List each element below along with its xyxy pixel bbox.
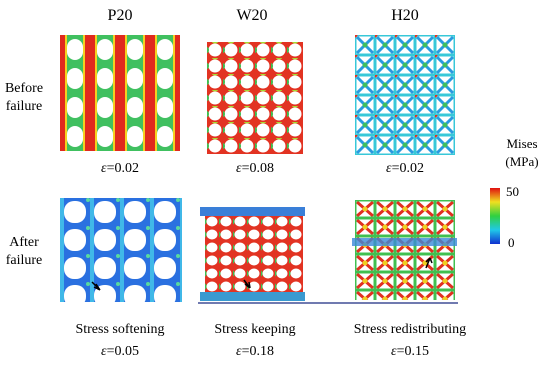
text-part: ε — [101, 344, 107, 359]
arrow — [91, 281, 101, 291]
strain-label: ε=0.05 — [101, 344, 139, 359]
text-part: ε — [391, 344, 397, 359]
text-part: =0.15 — [397, 344, 429, 359]
lattice-h20-after — [355, 200, 455, 300]
strain-label: ε=0.15 — [391, 344, 429, 359]
lattice-h20-before — [355, 35, 455, 155]
arrow — [425, 257, 433, 269]
strain-label: ε=0.08 — [236, 161, 274, 176]
text-part: ε — [236, 161, 242, 176]
crushed-band — [200, 292, 305, 301]
note: Stress redistributing — [354, 322, 466, 337]
text-part: =0.05 — [107, 344, 139, 359]
note: Stress keeping — [214, 322, 295, 337]
note: Stress softening — [75, 322, 164, 337]
colorbar-title: Mises — [506, 136, 537, 151]
row-label: Before — [5, 81, 43, 96]
text-part: =0.08 — [242, 161, 274, 176]
text-part: ε — [386, 161, 392, 176]
text-part: ε — [236, 344, 242, 359]
column-title: P20 — [108, 7, 133, 24]
colorbar-max: 50 — [506, 184, 519, 199]
lattice-p20-before — [60, 35, 180, 151]
colorbar-title: (MPa) — [505, 154, 538, 169]
lattice-w20-after — [205, 215, 303, 293]
colorbar-min: 0 — [508, 235, 515, 250]
arrow — [243, 279, 251, 289]
column-title: W20 — [236, 7, 267, 24]
crushed-band — [200, 207, 305, 216]
strain-label: ε=0.02 — [386, 161, 424, 176]
strain-label: ε=0.02 — [101, 161, 139, 176]
lattice-p20-after — [60, 198, 182, 302]
strain-label: ε=0.18 — [236, 344, 274, 359]
text-part: =0.18 — [242, 344, 274, 359]
row-label: failure — [6, 99, 43, 114]
text-part: =0.02 — [392, 161, 424, 176]
lattice-w20-before — [207, 42, 303, 154]
row-label: failure — [6, 253, 43, 268]
row-label: After — [9, 235, 39, 250]
crushed-band — [352, 238, 457, 246]
column-title: H20 — [391, 7, 419, 24]
text-part: ε — [101, 161, 107, 176]
text-part: =0.02 — [107, 161, 139, 176]
colorbar — [490, 188, 500, 244]
